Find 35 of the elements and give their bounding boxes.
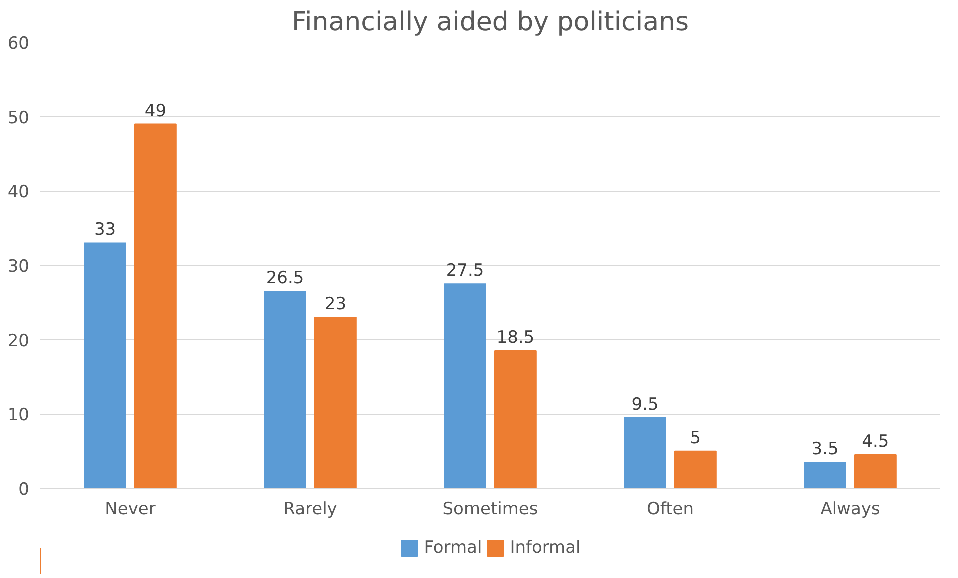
y-tick-label: 30	[8, 257, 30, 277]
data-label: 49	[144, 101, 167, 122]
chart-title: Financially aided by politicians	[292, 8, 690, 38]
bar	[624, 417, 666, 488]
y-tick-label: 20	[8, 331, 30, 352]
legend-label: Formal	[424, 538, 482, 558]
bar	[674, 450, 717, 488]
bar	[854, 454, 897, 488]
x-tick-label: Often	[647, 500, 694, 520]
bar	[804, 462, 846, 488]
data-label: 23	[324, 294, 347, 315]
data-label: 33	[94, 220, 116, 240]
data-label: 27.5	[446, 261, 484, 282]
bar	[444, 284, 486, 488]
x-tick-label: Never	[105, 500, 156, 520]
data-label: 4.5	[862, 432, 890, 452]
y-tick-label: 10	[8, 406, 30, 426]
y-tick-label: 50	[8, 108, 30, 128]
data-label: 9.5	[632, 394, 659, 415]
bar	[494, 350, 537, 488]
bar	[264, 291, 306, 488]
bar	[314, 317, 357, 488]
data-label: 18.5	[496, 328, 535, 348]
y-tick-label: 40	[8, 182, 30, 203]
data-label: 5	[690, 428, 702, 448]
x-tick-label: Rarely	[284, 500, 338, 520]
x-tick-label: Always	[820, 500, 880, 520]
bar	[134, 124, 177, 488]
y-tick-label: 60	[8, 34, 30, 54]
bar	[84, 242, 126, 488]
legend-label: Informal	[510, 538, 581, 558]
y-tick-label: 0	[18, 480, 30, 500]
x-tick-label: Sometimes	[442, 500, 538, 520]
data-label: 3.5	[812, 439, 839, 460]
data-label: 26.5	[266, 268, 304, 289]
